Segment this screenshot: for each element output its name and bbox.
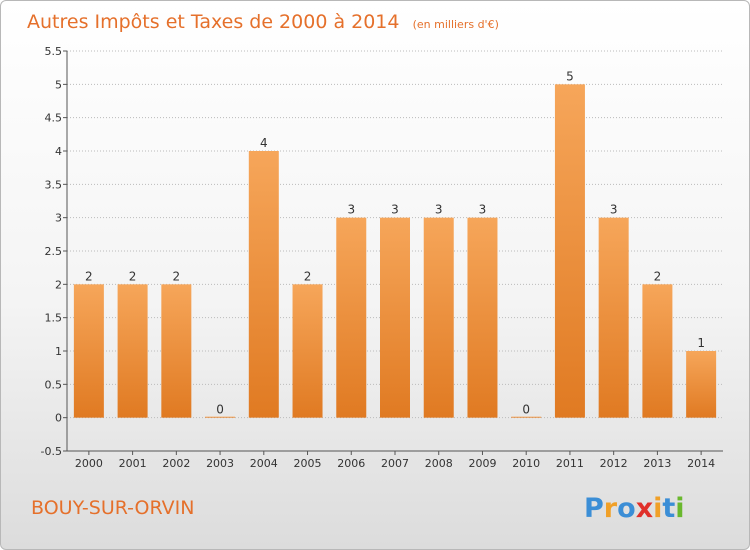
value-label-2014: 1 xyxy=(697,336,705,350)
x-tick-label-2000: 2000 xyxy=(75,457,103,470)
bar-2000 xyxy=(73,284,104,418)
proxiti-logo[interactable]: Proxiti xyxy=(584,493,685,524)
y-tick-label: 4.5 xyxy=(45,112,63,125)
y-tick-label: 1.5 xyxy=(45,312,63,325)
bar-2002 xyxy=(161,284,192,418)
x-tick-label-2002: 2002 xyxy=(162,457,190,470)
x-tick-label-2008: 2008 xyxy=(425,457,453,470)
x-tick-label-2011: 2011 xyxy=(556,457,584,470)
y-tick-label: 5.5 xyxy=(45,45,63,58)
logo-letter: x xyxy=(636,493,653,524)
chart-title-text: Autres Impôts et Taxes de 2000 à 2014 xyxy=(27,11,400,33)
value-label-2007: 3 xyxy=(391,203,399,217)
chart-title: Autres Impôts et Taxes de 2000 à 2014 (e… xyxy=(27,11,499,33)
y-tick-label: 5 xyxy=(55,78,62,91)
bar-2003 xyxy=(205,416,236,418)
y-tick-label: 3.5 xyxy=(45,178,63,191)
x-tick-label-2009: 2009 xyxy=(468,457,496,470)
value-label-2012: 3 xyxy=(610,203,618,217)
bar-2014 xyxy=(686,351,717,418)
x-tick-label-2005: 2005 xyxy=(294,457,322,470)
logo-letter: t xyxy=(662,493,675,524)
bar-2007 xyxy=(380,217,410,418)
bars xyxy=(73,84,717,418)
y-tick-label: 4 xyxy=(55,145,62,158)
commune-name: BOUY-SUR-ORVIN xyxy=(31,497,195,519)
bar-2009 xyxy=(467,217,498,418)
value-label-2005: 2 xyxy=(304,269,312,283)
logo-letter: i xyxy=(675,493,684,524)
x-tick-label-2014: 2014 xyxy=(687,457,715,470)
value-label-2000: 2 xyxy=(85,269,93,283)
x-tick-label-2006: 2006 xyxy=(337,457,365,470)
axes xyxy=(66,51,723,452)
value-label-2002: 2 xyxy=(173,269,181,283)
value-label-2009: 3 xyxy=(479,203,487,217)
y-tick-label: 3 xyxy=(55,212,62,225)
x-tick-label-2003: 2003 xyxy=(206,457,234,470)
bar-2005 xyxy=(292,284,323,418)
y-axis-ticks: -0.5 0 0.5 1 1.5 2 2.5 3 3.5 4 4.5 5 5.5 xyxy=(41,45,67,458)
bar-2012 xyxy=(598,217,629,418)
logo-letter: r xyxy=(604,493,618,524)
bar-2010 xyxy=(511,416,542,418)
logo-letter: o xyxy=(617,493,636,524)
value-label-2013: 2 xyxy=(654,269,662,283)
x-tick-label-2007: 2007 xyxy=(381,457,409,470)
chart-unit: (en milliers d'€) xyxy=(413,18,499,31)
y-tick-label: 0 xyxy=(55,412,62,425)
bar-2001 xyxy=(117,284,148,418)
value-label-2001: 2 xyxy=(129,269,137,283)
x-tick-label-2013: 2013 xyxy=(643,457,671,470)
x-axis-ticks: 2000 2001 2002 2003 2004 2005 2006 2007 2008 2009… xyxy=(75,451,715,470)
logo-letter: P xyxy=(584,493,604,524)
value-label-2006: 3 xyxy=(347,203,355,217)
y-tick-label: 2.5 xyxy=(45,245,63,258)
bar-2013 xyxy=(642,284,673,418)
y-tick-label: 2 xyxy=(55,278,62,291)
bar-2006 xyxy=(336,217,367,418)
x-tick-label-2001: 2001 xyxy=(119,457,147,470)
logo-letter: i xyxy=(653,493,662,524)
bar-2011 xyxy=(554,84,585,418)
value-labels: 2 2 2 0 4 2 3 3 3 3 0 5 3 2 1 xyxy=(85,69,705,416)
x-tick-label-2012: 2012 xyxy=(600,457,628,470)
value-label-2008: 3 xyxy=(435,203,443,217)
x-tick-label-2010: 2010 xyxy=(512,457,540,470)
value-label-2011: 5 xyxy=(566,69,574,83)
value-label-2003: 0 xyxy=(216,403,224,417)
y-tick-label: 1 xyxy=(55,345,62,358)
bar-2004 xyxy=(248,151,279,418)
value-label-2010: 0 xyxy=(522,403,530,417)
bar-2008 xyxy=(423,217,454,418)
y-tick-label: 0.5 xyxy=(45,378,63,391)
x-tick-label-2004: 2004 xyxy=(250,457,278,470)
y-tick-label: -0.5 xyxy=(41,445,62,458)
value-label-2004: 4 xyxy=(260,136,268,150)
